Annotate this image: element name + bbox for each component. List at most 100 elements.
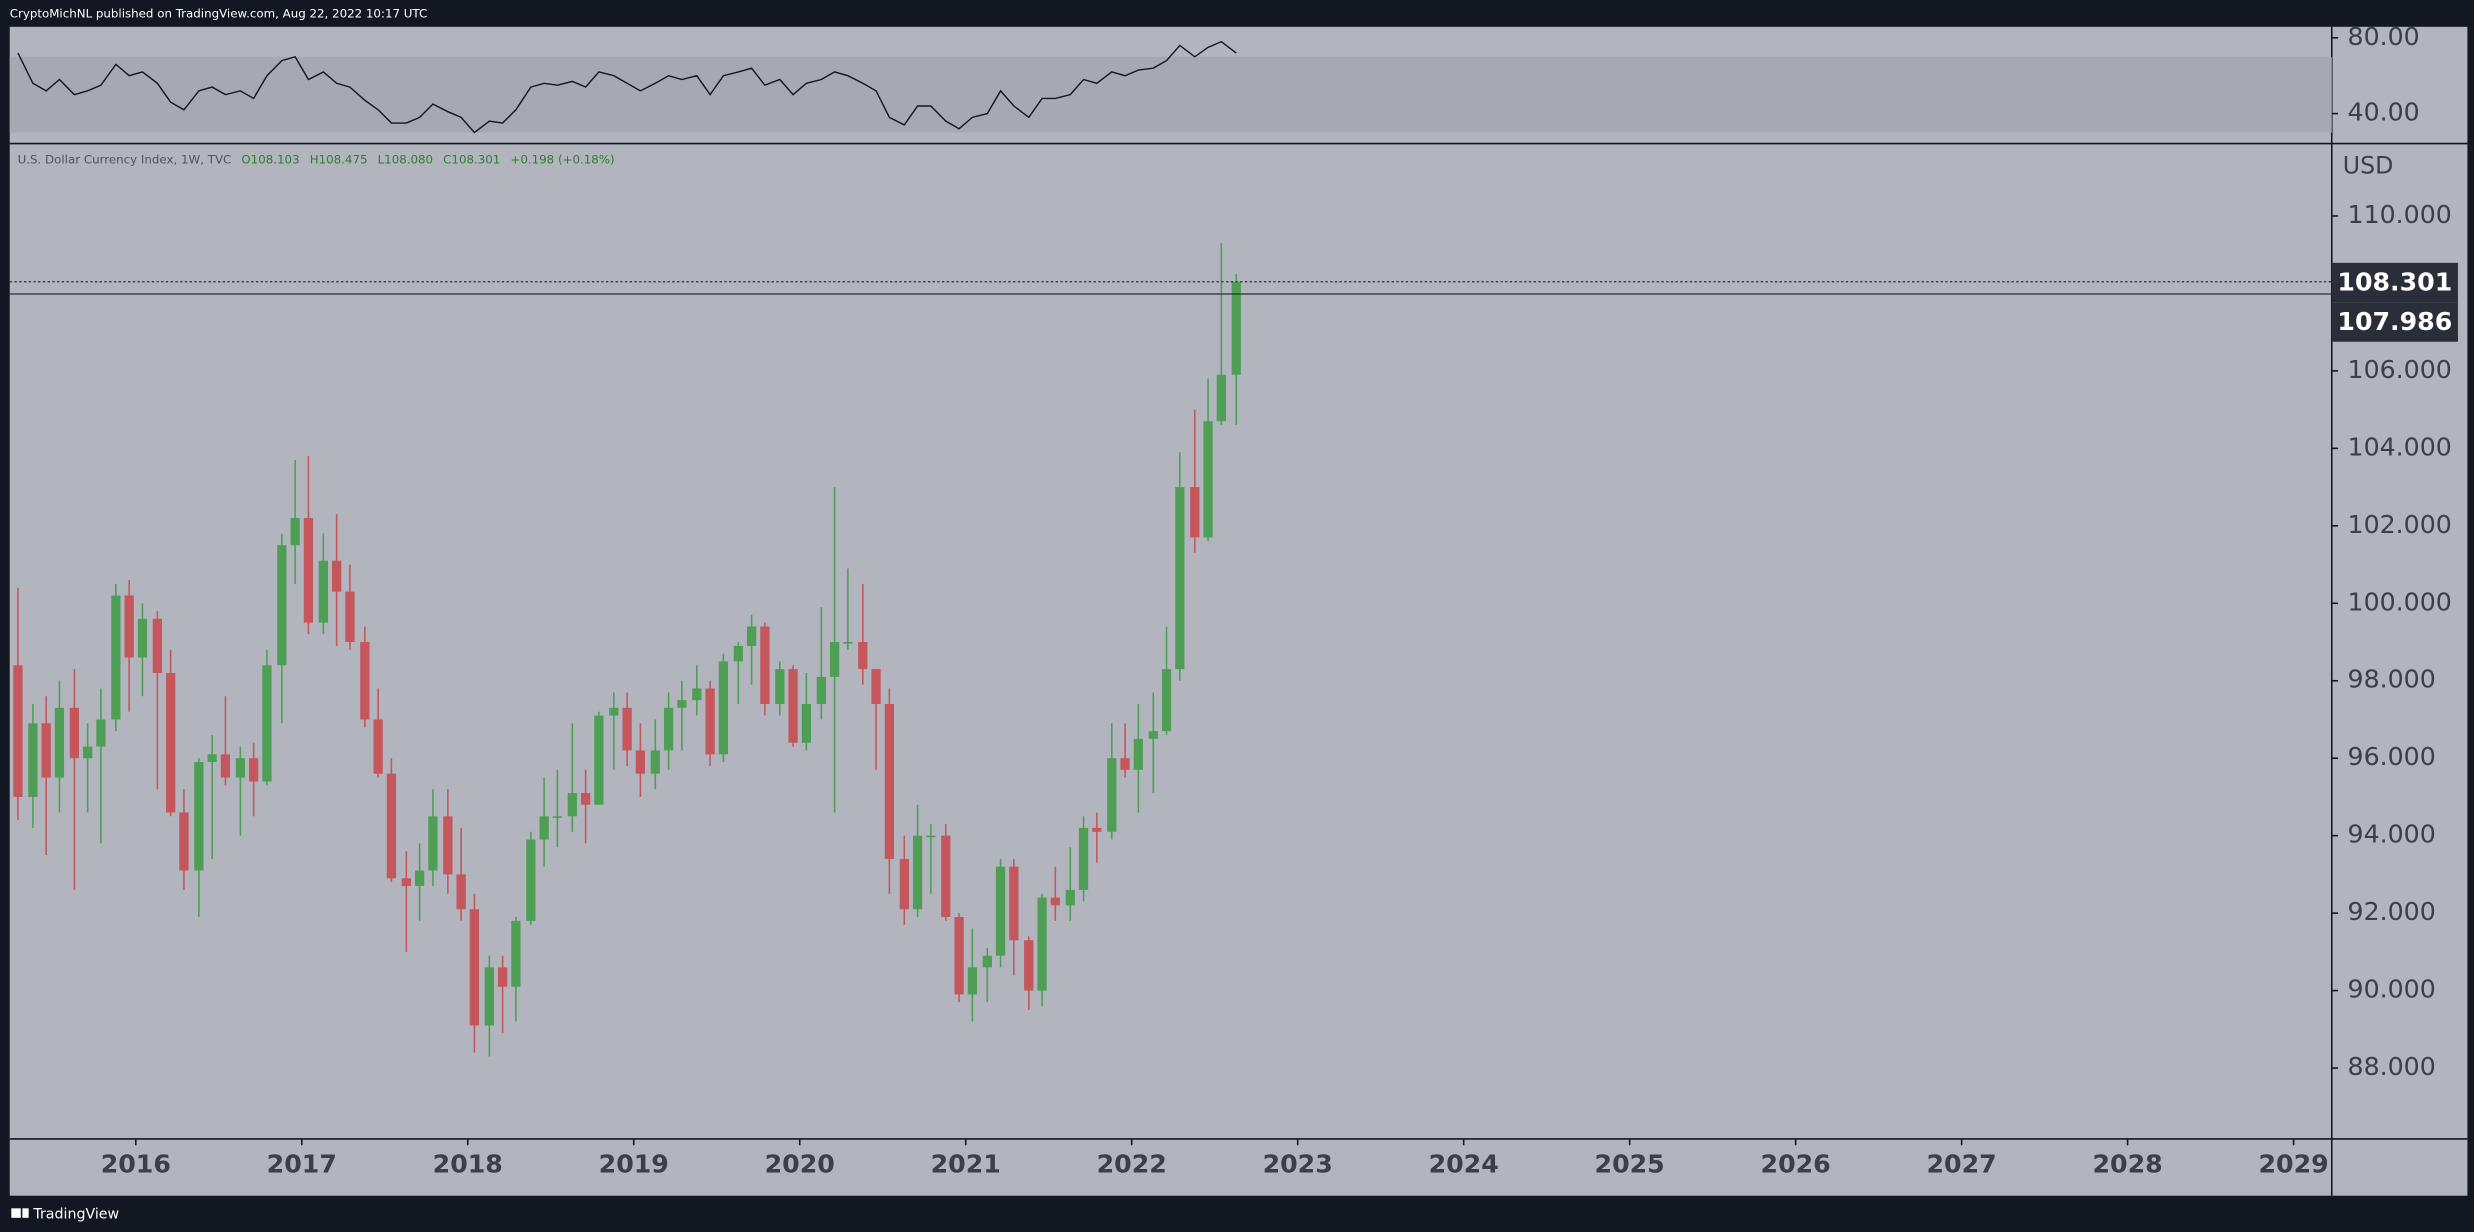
x-tick-label: 2025	[1595, 1150, 1665, 1179]
candle-body	[1216, 374, 1226, 422]
candle-body	[967, 967, 977, 995]
candle-body	[303, 518, 314, 623]
candle-body	[1203, 421, 1213, 538]
candle-body	[54, 707, 65, 778]
candle-body	[332, 560, 342, 592]
candle-body	[677, 700, 687, 708]
candle-body	[1065, 889, 1075, 906]
candle-body	[277, 545, 287, 666]
candle-body	[69, 707, 80, 759]
candle-body	[746, 626, 757, 646]
candle-body	[428, 816, 438, 871]
rsi-line	[17, 40, 1237, 134]
publisher-note: CryptoMichNL published on TradingView.co…	[10, 7, 427, 21]
candle-body	[982, 955, 992, 968]
y-tick-label: 92.000	[2348, 897, 2436, 926]
candle-body	[1107, 758, 1117, 832]
x-tick-label: 2024	[1429, 1150, 1499, 1179]
candle-body	[497, 967, 508, 987]
x-tick-label: 2020	[765, 1150, 835, 1179]
candle-body	[609, 707, 619, 716]
candle-body	[152, 618, 163, 673]
candle-body	[166, 672, 176, 813]
status-value: +0.198 (+0.18%)	[510, 152, 614, 166]
candle-body	[13, 665, 23, 797]
candle-body	[41, 723, 51, 778]
candle-body	[179, 812, 189, 871]
y-tick-label: 106.000	[2348, 355, 2452, 384]
candle-body	[692, 688, 702, 701]
y-tick-label: 90.000	[2348, 975, 2436, 1004]
candle-body	[733, 645, 743, 662]
candle-body	[249, 758, 259, 782]
candle-body	[386, 773, 397, 879]
y-tick-label: 94.000	[2348, 820, 2436, 849]
candle-body	[373, 719, 383, 774]
candle-body	[663, 707, 674, 751]
candle-body	[594, 715, 604, 805]
candle-body	[1092, 827, 1102, 832]
candle-body	[635, 750, 646, 774]
candle-body	[539, 816, 549, 840]
candle-body	[443, 816, 453, 875]
x-tick-label: 2028	[2092, 1150, 2162, 1179]
y-tick-label: 100.000	[2348, 587, 2452, 616]
candle-body	[552, 816, 563, 818]
candle-body	[884, 703, 894, 859]
candle-body	[220, 754, 231, 778]
price-label-box	[2331, 262, 2458, 303]
candle-body	[124, 595, 134, 658]
candle-body	[580, 793, 591, 805]
x-tick-label: 2019	[599, 1150, 669, 1179]
logo-block	[22, 1208, 29, 1218]
candle-body	[414, 870, 425, 887]
candle-body	[1133, 738, 1143, 770]
candle-body	[456, 874, 466, 910]
unit-label: USD	[2343, 152, 2394, 180]
candle-body	[899, 858, 909, 910]
x-tick-label: 2018	[433, 1150, 503, 1179]
candle-body	[954, 917, 964, 995]
candle-body	[137, 618, 148, 658]
y-tick-label: 98.000	[2348, 665, 2436, 694]
x-tick-label: 2022	[1097, 1150, 1167, 1179]
x-tick-label: 2027	[1927, 1150, 1997, 1179]
chart-background	[9, 26, 2468, 1196]
candle-body	[401, 878, 411, 887]
candle-body	[816, 676, 826, 704]
candle-body	[1009, 866, 1019, 941]
candle-body	[858, 642, 868, 670]
status-value: O108.103	[241, 152, 299, 166]
status-value: C108.301	[443, 152, 500, 166]
candle-body	[194, 762, 204, 871]
candle-body	[1148, 731, 1158, 739]
price-label-box	[2331, 302, 2458, 342]
y-tick-label: 96.000	[2348, 742, 2436, 771]
candle-body	[995, 866, 1006, 956]
y-tick-label: 104.000	[2348, 432, 2452, 461]
footer-logo	[11, 1208, 29, 1218]
candle-body	[801, 703, 812, 743]
candle-body	[912, 835, 923, 910]
y-tick-label: 88.000	[2348, 1052, 2436, 1081]
candle-body	[111, 595, 121, 720]
candle-body	[718, 661, 729, 755]
price-label: 108.301	[2337, 267, 2452, 296]
candle-body	[318, 560, 328, 623]
candle-body	[484, 967, 494, 1026]
candle-body	[843, 642, 853, 644]
y-tick-label: 80.00	[2348, 22, 2420, 51]
x-tick-label: 2021	[931, 1150, 1001, 1179]
candle-body	[290, 518, 300, 546]
candle-body	[567, 793, 577, 817]
x-tick-label: 2016	[101, 1150, 171, 1179]
candle-body	[1037, 897, 1047, 991]
candle-body	[345, 591, 355, 643]
y-tick-label: 40.00	[2348, 98, 2420, 127]
candle-body	[526, 839, 536, 921]
candle-body	[511, 920, 521, 987]
candle-body	[705, 688, 715, 755]
candle-body	[28, 723, 38, 797]
candle-body	[1161, 669, 1172, 732]
y-tick-label: 110.000	[2348, 200, 2452, 229]
